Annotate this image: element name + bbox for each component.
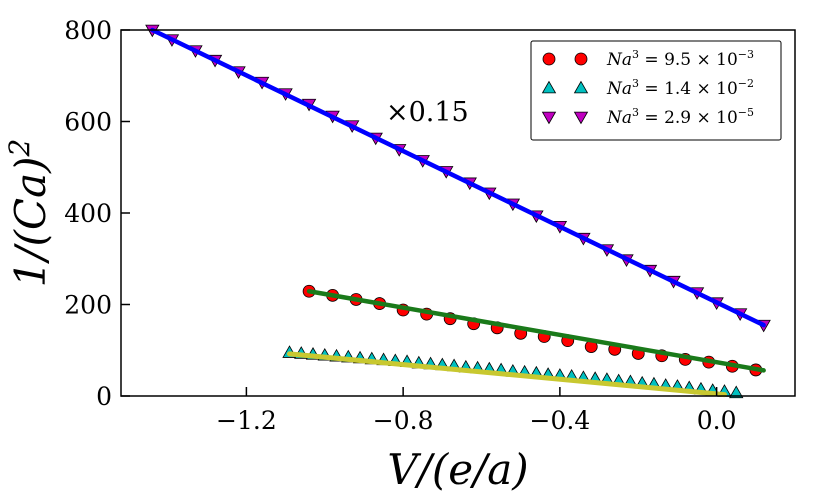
legend-marker [573,80,589,94]
legend: Na3 = 9.5 × 10−3 Na3 = 1.4 × 10−2 Na3 = 2.… [530,40,782,141]
fit-line [306,288,766,373]
legend-label: Na3 = 9.5 × 10−3 [606,48,754,70]
legend-label: Na3 = 2.9 × 10−5 [606,106,754,128]
legend-marker [541,80,557,94]
x-tick-label: −0.8 [373,406,434,435]
legend-marker [542,52,556,66]
y-axis-label: 1/(Ca)2 [3,139,55,288]
legend-marker [574,52,588,66]
y-tick-label: 0 [96,382,112,411]
data-point [729,385,744,399]
x-tick-label: 0.0 [697,406,737,435]
legend-box [530,40,782,141]
legend-marker [573,111,589,125]
axis-ticks: −1.2 −0.8 −0.4 0.0 0 200 400 600 800 [64,16,736,435]
fit-line [150,27,766,328]
fit-line [287,351,727,398]
x-tick-label: −1.2 [216,406,277,435]
scale-annotation: ×0.15 [386,97,469,128]
y-tick-label: 200 [64,291,112,320]
y-tick-label: 600 [64,108,112,137]
x-axis-label: V/(e/a) [387,445,528,494]
y-tick-label: 800 [64,16,112,45]
data-points [145,24,771,399]
legend-marker [541,111,557,125]
y-tick-label: 400 [64,199,112,228]
legend-label: Na3 = 1.4 × 10−2 [606,77,754,99]
x-tick-label: −0.4 [530,406,591,435]
